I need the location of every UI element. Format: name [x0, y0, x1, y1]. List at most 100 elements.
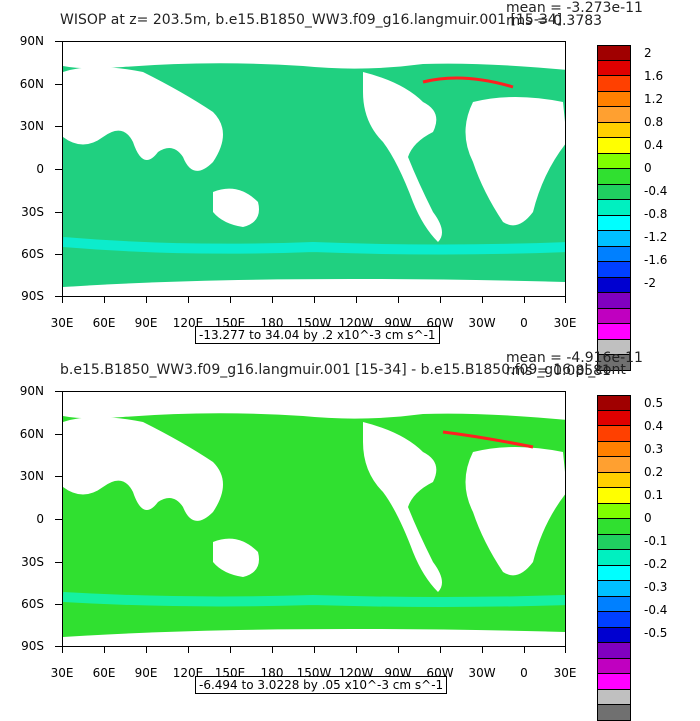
- y-tick-label: 30N: [19, 119, 44, 133]
- x-tickmark: [104, 297, 105, 303]
- colorbar-swatch: [597, 565, 631, 581]
- x-tick-label: 60E: [92, 316, 116, 330]
- y-tickmark: [55, 212, 62, 213]
- x-tickmark: [146, 297, 147, 303]
- x-tick-label: 30W: [468, 316, 496, 330]
- colorbar-swatch: [597, 643, 631, 659]
- map-plot: [62, 391, 566, 647]
- colorbar-swatch: [597, 60, 631, 76]
- americas-land: [363, 422, 442, 592]
- colorbar-swatch: [597, 519, 631, 535]
- colorbar-label: -0.3: [644, 580, 668, 594]
- colorbar-label: -2: [644, 276, 656, 290]
- y-tickmark: [55, 254, 62, 255]
- x-tickmark: [62, 647, 63, 653]
- plot-title: b.e15.B1850_WW3.f09_g16.langmuir.001 [15…: [60, 362, 626, 378]
- x-tickmark: [440, 647, 441, 653]
- colorbar-label: 0.4: [644, 138, 664, 152]
- y-tickmark: [55, 41, 62, 42]
- colorbar-swatch: [597, 596, 631, 612]
- colorbar-swatch: [597, 395, 631, 411]
- colorbar-swatch: [597, 426, 631, 442]
- x-tickmark: [482, 297, 483, 303]
- antarctica-land: [63, 628, 565, 646]
- y-tickmark: [55, 646, 62, 647]
- x-tick-label: 90E: [134, 666, 158, 680]
- colorbar-label: 0.4: [644, 419, 664, 433]
- y-tick-label: 90S: [21, 289, 44, 303]
- colorbar-label: 0.2: [644, 465, 664, 479]
- x-tick-label: 0: [520, 316, 528, 330]
- x-tick-label: 0: [520, 666, 528, 680]
- colorbar: [597, 395, 631, 721]
- colorbar-swatch: [597, 91, 631, 107]
- arctic-land: [63, 392, 565, 420]
- colorbar-swatch: [597, 138, 631, 154]
- colorbar-swatch: [597, 262, 631, 278]
- colorbar-swatch: [597, 441, 631, 457]
- colorbar-label: 0.3: [644, 442, 664, 456]
- y-tick-label: 90N: [19, 384, 44, 398]
- y-tickmark: [55, 169, 62, 170]
- colorbar-label: -0.4: [644, 603, 668, 617]
- americas-land: [363, 72, 442, 242]
- y-tickmark: [55, 434, 62, 435]
- mean-label: mean = -4.916e-11: [506, 350, 643, 366]
- colorbar-swatch: [597, 503, 631, 519]
- colorbar-swatch: [597, 627, 631, 643]
- colorbar-label: 1.6: [644, 69, 664, 83]
- colorbar-label: 1.2: [644, 92, 664, 106]
- arctic-land: [63, 42, 565, 70]
- x-tickmark: [62, 297, 63, 303]
- y-tickmark: [55, 519, 62, 520]
- colorbar-swatch: [597, 76, 631, 92]
- colorbar-swatch: [597, 122, 631, 138]
- colorbar-swatch: [597, 534, 631, 550]
- x-tickmark: [565, 647, 566, 653]
- colorbar: [597, 45, 631, 371]
- x-tick-label: 30E: [50, 316, 74, 330]
- x-tickmark: [146, 647, 147, 653]
- colorbar-label: 2: [644, 46, 652, 60]
- north-atlantic-anomaly: [442, 430, 534, 449]
- x-tick-label: 90E: [134, 316, 158, 330]
- colorbar-label: 0.1: [644, 488, 664, 502]
- colorbar-label: 0.8: [644, 115, 664, 129]
- southern-ocean-band: [63, 237, 565, 255]
- y-tick-label: 0: [36, 162, 44, 176]
- colorbar-label: 0: [644, 161, 652, 175]
- colorbar-swatch: [597, 705, 631, 721]
- colorbar-label: 0.5: [644, 396, 664, 410]
- x-tickmark: [272, 297, 273, 303]
- y-tick-label: 60S: [21, 597, 44, 611]
- map-svg: [63, 392, 565, 646]
- y-tick-label: 60S: [21, 247, 44, 261]
- colorbar-swatch: [597, 410, 631, 426]
- colorbar-label: 0: [644, 511, 652, 525]
- colorbar-label: -0.4: [644, 184, 668, 198]
- colorbar-label: -0.5: [644, 626, 668, 640]
- colorbar-label: -1.2: [644, 230, 668, 244]
- rms-label: rms = 0.08581: [506, 363, 611, 379]
- y-tick-label: 60N: [19, 77, 44, 91]
- colorbar-swatch: [597, 488, 631, 504]
- panel-bottom: b.e15.B1850_WW3.f09_g16.langmuir.001 [15…: [0, 350, 700, 721]
- x-tickmark: [188, 297, 189, 303]
- x-tickmark: [524, 297, 525, 303]
- eurasia-land: [63, 417, 223, 521]
- x-tickmark: [398, 647, 399, 653]
- rms-label: rms = 0.3783: [506, 13, 603, 29]
- mean-label: mean = -3.273e-11: [506, 0, 643, 16]
- map-plot: [62, 41, 566, 297]
- x-tickmark: [230, 297, 231, 303]
- colorbar-swatch: [597, 612, 631, 628]
- y-tick-label: 30S: [21, 205, 44, 219]
- colorbar-swatch: [597, 658, 631, 674]
- x-tickmark: [314, 297, 315, 303]
- x-tickmark: [230, 647, 231, 653]
- x-tickmark: [356, 297, 357, 303]
- southern-ocean-band: [63, 592, 565, 607]
- colorbar-swatch: [597, 200, 631, 216]
- africa-land: [465, 447, 565, 576]
- colorbar-swatch: [597, 169, 631, 185]
